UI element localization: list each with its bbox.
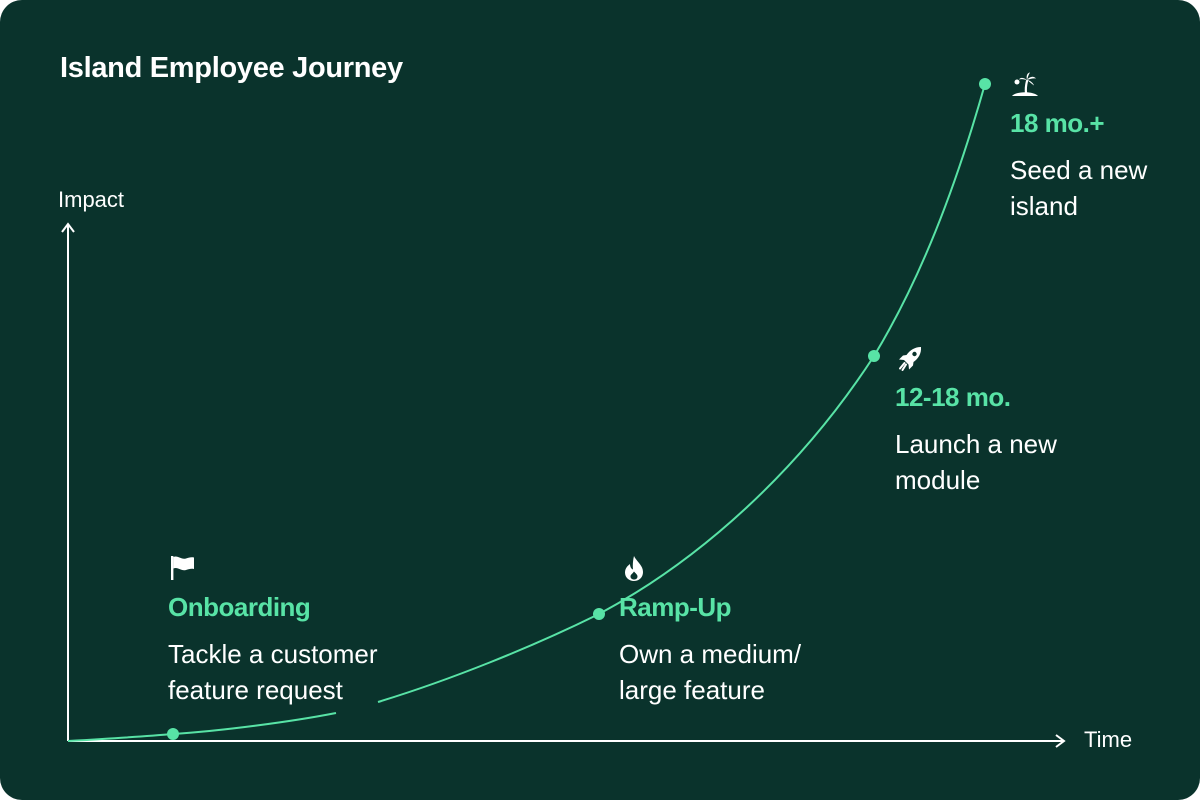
stage-description-line: Own a medium/	[619, 639, 802, 669]
page-title: Island Employee Journey	[60, 52, 403, 84]
flag-icon	[171, 556, 194, 580]
milestone-point-module	[868, 350, 880, 362]
stage-heading: Ramp-Up	[619, 592, 732, 622]
stage-description-line: Seed a new	[1010, 155, 1148, 185]
stage-description-line: large feature	[619, 675, 765, 705]
growth-curve-start	[67, 712, 337, 742]
stage-description: Own a medium/ large feature	[619, 636, 801, 708]
stage-description-line: feature request	[168, 675, 343, 705]
stage-description: Tackle a customer feature request	[168, 636, 378, 708]
milestone-point-onboarding	[167, 728, 179, 740]
stage-heading: 12-18 mo.	[895, 382, 1011, 412]
milestone-point-rampup	[593, 608, 605, 620]
milestone-point-island	[979, 78, 991, 90]
rocket-icon	[899, 347, 922, 371]
y-axis-label: Impact	[58, 187, 125, 212]
x-axis-arrowhead	[1055, 734, 1066, 748]
x-axis-label: Time	[1084, 727, 1133, 752]
stage-description: Launch a new module	[895, 426, 1057, 498]
stage-description-line: island	[1010, 191, 1078, 221]
y-axis-arrowhead	[61, 222, 75, 233]
stage-description-line: Launch a new	[895, 429, 1057, 459]
stage-description: Seed a new island	[1010, 152, 1147, 224]
growth-curve-main	[377, 83, 986, 703]
flame-icon	[625, 556, 643, 581]
stage-heading: 18 mo.+	[1010, 108, 1105, 138]
stage-description-line: Tackle a customer	[168, 639, 378, 669]
stage-heading: Onboarding	[168, 592, 311, 622]
island-icon	[1012, 72, 1038, 96]
stage-description-line: module	[895, 465, 981, 495]
